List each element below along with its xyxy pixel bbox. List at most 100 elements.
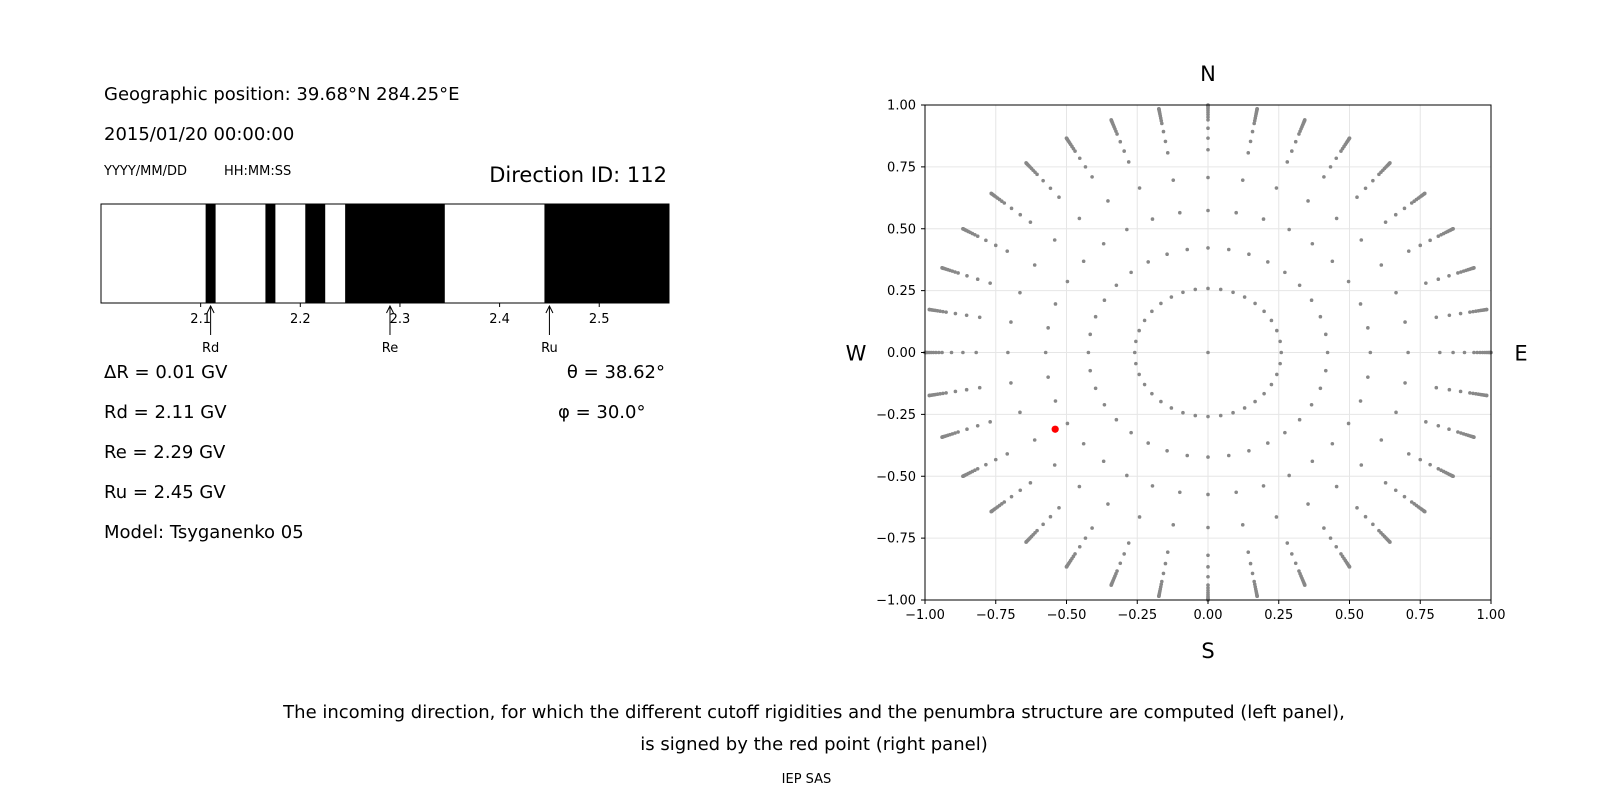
- direction-point: [1261, 217, 1266, 221]
- direction-point: [1247, 252, 1251, 257]
- direction-point: [953, 311, 958, 316]
- direction-point: [1451, 474, 1455, 479]
- direction-point: [940, 435, 944, 439]
- direction-point: [1366, 326, 1370, 330]
- direction-point: [1206, 586, 1210, 590]
- direction-point: [965, 273, 969, 278]
- penumbra-bar-chart: 2.1 2.2 2.3 2.4 2.5 Rd Re Ru: [100, 203, 670, 356]
- direction-point: [1206, 525, 1210, 530]
- direction-point: [1129, 270, 1133, 275]
- direction-point: [1458, 311, 1463, 316]
- direction-point: [1388, 161, 1392, 165]
- direction-point: [1297, 417, 1302, 422]
- direction-point: [1064, 136, 1069, 140]
- forbidden-band: [305, 204, 326, 303]
- direction-point: [1005, 249, 1010, 253]
- compass-west: W: [846, 342, 867, 366]
- direction-point: [1255, 594, 1259, 599]
- direction-point: [1285, 541, 1290, 545]
- direction-point: [1169, 295, 1174, 299]
- marker-arrow-ru: [545, 304, 554, 314]
- direction-point: [1283, 430, 1287, 435]
- direction-point: [1106, 502, 1110, 506]
- direction-point: [965, 427, 969, 432]
- direction-point: [1403, 381, 1407, 385]
- direction-point: [1118, 139, 1123, 144]
- direction-point: [1323, 368, 1328, 373]
- direction-point: [984, 238, 988, 243]
- direction-point: [1447, 313, 1452, 318]
- direction-point: [1269, 318, 1274, 323]
- direction-point: [934, 350, 938, 355]
- direction-point: [1165, 252, 1169, 257]
- direction-point: [1383, 481, 1388, 485]
- direction-point: [1355, 506, 1359, 510]
- direction-point: [1328, 165, 1333, 169]
- phi-value: φ = 30.0°: [558, 402, 646, 423]
- direction-point: [1471, 391, 1475, 396]
- direction-point: [1266, 260, 1270, 264]
- direction-point: [1109, 583, 1114, 587]
- direction-point: [1178, 490, 1182, 495]
- direction-point: [1041, 522, 1045, 527]
- direction-point: [1231, 410, 1235, 415]
- compass-east: E: [1514, 342, 1527, 366]
- direction-point: [1053, 302, 1058, 306]
- direction-point: [1193, 413, 1198, 418]
- direction-point: [1275, 328, 1279, 333]
- direction-point: [1159, 399, 1163, 404]
- direction-point: [1218, 287, 1223, 292]
- direction-point: [1181, 290, 1185, 295]
- geo-position: Geographic position: 39.68°N 284.25°E: [104, 84, 460, 105]
- direction-point: [1101, 241, 1106, 246]
- direction-point: [1064, 565, 1069, 569]
- direction-point: [1161, 571, 1166, 576]
- direction-point: [1181, 410, 1185, 415]
- direction-point: [1169, 406, 1174, 410]
- direction-point: [1383, 220, 1388, 224]
- direction-point: [1053, 399, 1058, 403]
- direction-point: [1132, 350, 1137, 355]
- direction-point: [1137, 328, 1141, 333]
- direction-point: [1206, 246, 1210, 250]
- selected-direction-point: [1051, 425, 1059, 433]
- direction-point: [1150, 217, 1155, 221]
- direction-point: [1255, 106, 1259, 111]
- direction-point: [1434, 315, 1439, 320]
- direction-point: [1418, 457, 1423, 462]
- direction-point: [1468, 391, 1472, 395]
- direction-point: [1363, 514, 1368, 519]
- direction-point: [1134, 339, 1138, 344]
- direction-point: [975, 277, 980, 281]
- direction-point: [1206, 175, 1210, 180]
- direction-point: [1137, 186, 1142, 190]
- date-format-label: YYYY/MM/DD: [104, 164, 187, 179]
- direction-point: [1246, 151, 1251, 155]
- direction-point: [1146, 260, 1150, 264]
- direction-point: [1206, 414, 1210, 419]
- direction-point: [1206, 565, 1210, 569]
- direction-point: [1436, 277, 1441, 281]
- direction-point: [1248, 139, 1253, 144]
- y-tick-label: −0.75: [876, 532, 916, 547]
- direction-point: [1242, 295, 1247, 299]
- direction-point: [1290, 552, 1294, 556]
- direction-point: [1142, 382, 1147, 387]
- direction-point: [1065, 279, 1070, 284]
- direction-point: [1309, 298, 1314, 303]
- direction-point: [1065, 421, 1070, 426]
- y-tick-label: 1.00: [887, 99, 916, 114]
- direction-point: [1347, 565, 1352, 569]
- direction-point: [1206, 136, 1210, 140]
- direction-point: [1028, 481, 1033, 485]
- direction-point: [1163, 139, 1168, 144]
- direction-point: [1379, 263, 1384, 267]
- direction-point: [993, 457, 998, 462]
- direction-point: [944, 310, 948, 314]
- datetime: 2015/01/20 00:00:00: [104, 124, 295, 145]
- direction-point: [1358, 399, 1363, 403]
- direction-point: [1278, 339, 1282, 344]
- direction-point: [1456, 430, 1460, 434]
- direction-point: [1163, 561, 1168, 566]
- direction-point: [1253, 399, 1257, 404]
